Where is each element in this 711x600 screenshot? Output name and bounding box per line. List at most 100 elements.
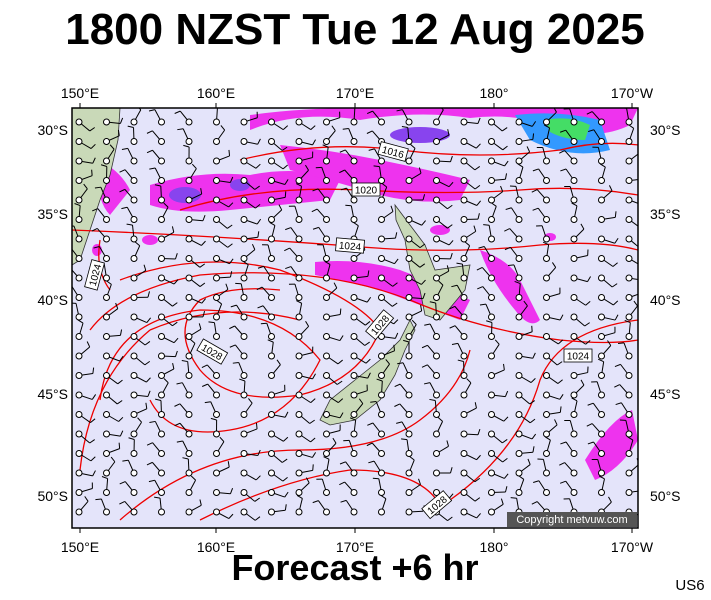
barb-flag — [147, 291, 150, 298]
barb-flag — [198, 323, 202, 330]
barb-flag — [119, 188, 126, 193]
barb-flag — [154, 496, 161, 499]
barb-station — [75, 138, 83, 145]
barb-station — [460, 333, 468, 340]
barb-station — [185, 255, 193, 262]
barb-flag — [642, 200, 646, 205]
barb-station — [295, 255, 303, 262]
barb-station — [295, 177, 303, 184]
barb-station — [213, 450, 220, 457]
barb-flag — [148, 479, 155, 483]
barb-flag — [477, 286, 483, 290]
barb-station — [268, 352, 275, 360]
barb-station — [570, 294, 578, 301]
barb-flag — [83, 183, 88, 190]
barb-station — [625, 177, 633, 184]
barb-flag — [296, 300, 302, 304]
barb-flag — [585, 339, 591, 345]
barb-station — [625, 118, 633, 126]
longitude-label: 170°E — [336, 85, 374, 101]
barb-station — [543, 411, 550, 418]
barb-station — [625, 138, 633, 145]
barb-flag — [219, 436, 225, 442]
barb-station — [543, 489, 550, 496]
barb-flag — [90, 418, 96, 423]
barb-flag — [403, 339, 410, 343]
barb-flag — [349, 417, 356, 421]
barb-station — [103, 391, 110, 399]
product-code: US6 — [675, 577, 704, 594]
barb-flag — [401, 438, 408, 441]
barb-station — [570, 118, 578, 126]
barb-flag — [89, 127, 95, 132]
barb-flag — [517, 163, 524, 168]
barb-flag — [284, 504, 287, 511]
barb-station — [598, 469, 605, 477]
barb-flag — [119, 117, 124, 124]
barb-station — [323, 235, 330, 243]
barb-flag — [474, 402, 477, 409]
barb-flag — [627, 436, 634, 441]
barb-station — [515, 450, 523, 457]
barb-flag — [367, 422, 374, 426]
barb-flag — [473, 225, 477, 232]
barb-flag — [74, 203, 81, 207]
barb-station — [570, 235, 578, 243]
barb-flag — [448, 181, 454, 188]
barb-station — [350, 196, 358, 204]
barb-station — [240, 450, 248, 457]
barb-station — [185, 274, 193, 282]
barb-station — [405, 469, 413, 477]
barb-station — [158, 294, 165, 301]
barb-station — [213, 469, 220, 477]
barb-flag — [559, 480, 566, 484]
barb-station — [103, 294, 110, 301]
barb-station — [268, 216, 275, 223]
barb-station — [460, 489, 468, 496]
barb-flag — [177, 128, 184, 131]
barb-flag — [529, 418, 536, 424]
barb-flag — [339, 481, 345, 486]
barb-flag — [376, 378, 383, 382]
barb-flag — [146, 442, 153, 446]
barb-flag — [367, 372, 371, 379]
barb-station — [460, 469, 468, 477]
barb-flag — [643, 173, 644, 179]
barb-station — [268, 372, 275, 379]
barb-station — [433, 411, 440, 418]
barb-flag — [144, 360, 151, 366]
barb-flag — [614, 363, 621, 368]
barb-flag — [457, 359, 464, 362]
barb-station — [323, 430, 330, 438]
barb-station — [103, 177, 110, 184]
barb-flag — [312, 188, 319, 192]
barb-station — [268, 450, 275, 457]
barb-station — [213, 157, 220, 165]
barb-flag — [531, 501, 538, 505]
title: 1800 NZST Tue 12 Aug 2025 — [65, 5, 645, 54]
barb-station — [488, 352, 495, 360]
barb-station — [75, 294, 83, 301]
barb-flag — [148, 109, 155, 112]
copyright: Copyright metvuw.com — [516, 514, 627, 526]
barb-station — [350, 489, 358, 496]
barb-flag — [257, 138, 261, 145]
barb-station — [515, 255, 523, 262]
barb-flag — [559, 462, 565, 466]
barb-flag — [504, 390, 509, 397]
barb-station — [460, 255, 468, 262]
barb-station — [350, 372, 358, 379]
longitude-label: 170°W — [611, 539, 654, 555]
barb-flag — [119, 355, 124, 362]
barb-flag — [295, 183, 302, 187]
barb-flag — [90, 456, 96, 462]
barb-station — [103, 313, 110, 321]
barb-station — [158, 508, 165, 516]
barb-station — [213, 235, 220, 243]
barb-station — [378, 216, 385, 223]
barb-station — [405, 216, 413, 223]
barb-station — [213, 372, 220, 379]
barb-flag — [229, 271, 233, 278]
barb-station — [158, 450, 165, 457]
barb-flag — [477, 428, 481, 435]
